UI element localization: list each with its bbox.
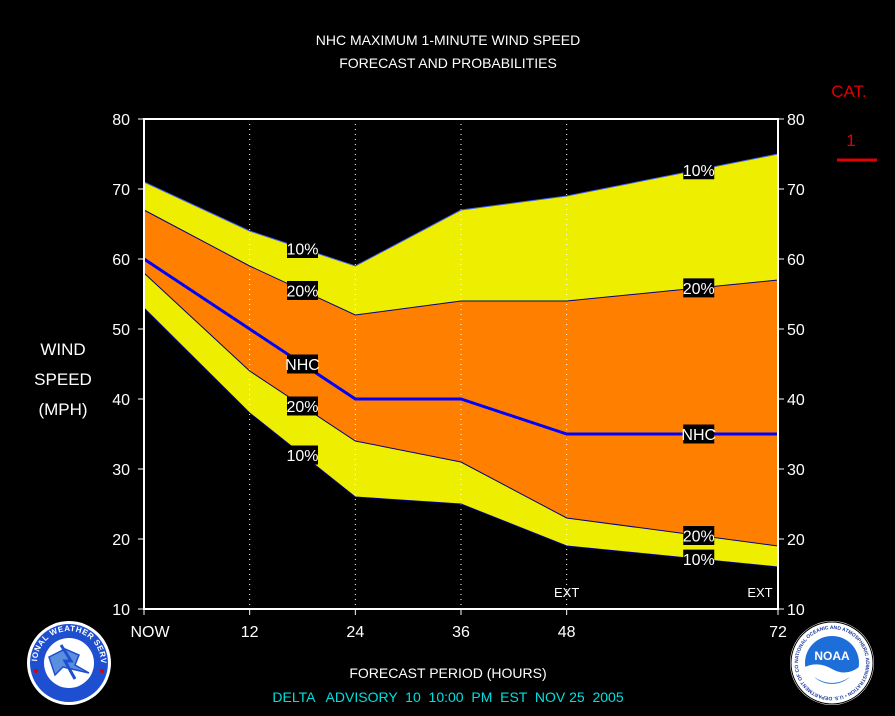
series-line-lower_20 — [143, 272, 779, 547]
noaa-logo-text: NOAA — [814, 649, 850, 663]
y-tick-label-left: 60 — [112, 252, 130, 269]
series-label-bg-1 — [683, 160, 715, 180]
y-axis-title-line1: WIND — [40, 340, 85, 359]
series-label-lower_20: 20% — [286, 399, 318, 416]
y-tick-label-right: 50 — [787, 322, 805, 339]
series-label-bg-3 — [683, 278, 715, 298]
ext-marker-label: EXT — [747, 585, 772, 600]
series-label-nhc: NHC — [285, 357, 320, 374]
y-tick-label-left: 80 — [112, 112, 130, 129]
y-tick-label-left: 40 — [112, 392, 130, 409]
y-axis-title-line3: (MPH) — [38, 400, 87, 419]
series-label-upper_20: 20% — [286, 284, 318, 301]
advisory-line: DELTA ADVISORY 10 10:00 PM EST NOV 25 20… — [272, 689, 623, 705]
x-tick-label: 36 — [452, 624, 470, 641]
y-tick-label-left: 50 — [112, 322, 130, 339]
y-tick-label-right: 30 — [787, 462, 805, 479]
series-labels: 10% 10% 20% 20% NHC NHC 20% 20% 10% 10% — [285, 160, 716, 569]
y-tick-label-right: 10 — [787, 602, 805, 619]
series-label-bg-0 — [287, 239, 318, 258]
series-lines — [143, 153, 779, 568]
ext-marker-label: EXT — [554, 585, 579, 600]
series-label-upper_10: 10% — [683, 163, 715, 180]
chart-title-line2: FORECAST AND PROBABILITIES — [339, 55, 557, 71]
chart-title-line1: NHC MAXIMUM 1-MINUTE WIND SPEED — [316, 32, 580, 48]
series-label-bg-8 — [287, 445, 318, 465]
y-tick-label-right: 80 — [787, 112, 805, 129]
x-tick-label: 24 — [346, 624, 364, 641]
series-label-bg-4 — [287, 354, 318, 374]
category-label: CAT. — [831, 82, 867, 101]
nws-logo: NATIONAL WEATHER SERVICE — [27, 621, 111, 705]
y-tick-label-right: 40 — [787, 392, 805, 409]
y-tick-label-left: 70 — [112, 182, 130, 199]
series-label-bg-9 — [683, 549, 715, 569]
vertical-gridlines — [249, 119, 568, 609]
ext-markers: EXT EXT — [554, 585, 773, 600]
series-label-upper_20: 20% — [683, 281, 715, 298]
series-line-upper_10 — [143, 153, 779, 267]
series-label-nhc: NHC — [681, 427, 716, 444]
series-label-lower_10: 10% — [683, 552, 715, 569]
x-tick-label: NOW — [130, 624, 170, 641]
y-tick-labels: 10 10 20 20 30 30 40 40 50 50 60 60 70 70 80 80 — [112, 112, 805, 619]
x-tick-labels: NOW 12 24 36 48 72 — [130, 609, 787, 641]
y-tick-label-right: 20 — [787, 532, 805, 549]
y-axis-title: WIND SPEED (MPH) — [34, 340, 92, 419]
series-line-nhc — [143, 257, 778, 436]
series-label-bg-2 — [287, 281, 318, 300]
series-label-bg-6 — [287, 396, 318, 416]
x-tick-label: 48 — [558, 624, 576, 641]
noaa-logo: NATIONAL OCEANIC AND ATMOSPHERIC ADMINIS… — [790, 621, 874, 705]
y-tick-label-left: 20 — [112, 532, 130, 549]
series-line-lower_10 — [143, 307, 779, 568]
y-tick-label-left: 30 — [112, 462, 130, 479]
series-label-bg-7 — [683, 526, 715, 545]
y-tick-label-left: 10 — [112, 602, 130, 619]
y-axis-title-line2: SPEED — [34, 370, 92, 389]
series-label-bg-5 — [683, 424, 715, 444]
y-tick-label-right: 70 — [787, 182, 805, 199]
series-label-lower_20: 20% — [683, 529, 715, 546]
y-tick-label-right: 60 — [787, 252, 805, 269]
x-tick-label: 72 — [769, 624, 787, 641]
series-label-lower_10: 10% — [286, 448, 318, 465]
series-line-upper_20 — [143, 209, 779, 316]
x-axis-title: FORECAST PERIOD (HOURS) — [349, 665, 546, 681]
series-label-upper_10: 10% — [286, 242, 318, 259]
category-value: 1 — [846, 131, 855, 150]
x-tick-label: 12 — [241, 624, 259, 641]
